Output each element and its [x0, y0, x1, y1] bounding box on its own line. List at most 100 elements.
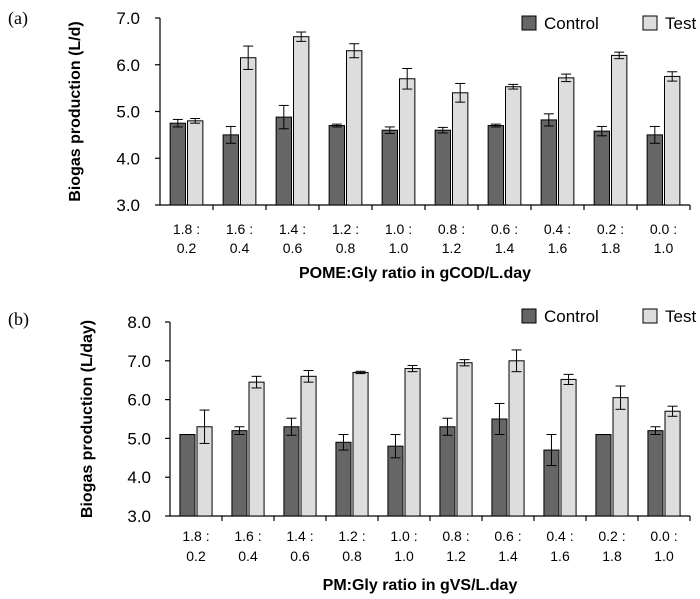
bar-test-8 [612, 397, 629, 517]
x-tick-label: 0.2 [186, 548, 206, 564]
x-tick-label: 0.4 [238, 548, 258, 564]
x-tick-label: 0.6 : [494, 528, 521, 544]
x-tick-label: 1.0 : [390, 528, 417, 544]
y-tick-label: 6.0 [116, 56, 140, 75]
bar-test-7 [560, 378, 577, 517]
x-tick-label: 1.6 [550, 548, 570, 564]
bar-control-9 [647, 430, 664, 517]
y-tick-label: 4.0 [127, 468, 151, 487]
x-tick-label: 0.6 : [491, 221, 518, 237]
y-tick-label: 5.0 [116, 103, 140, 122]
bar-test-5 [456, 362, 473, 517]
x-tick-label: 1.4 : [286, 528, 313, 544]
x-tick-label: 1.0 [654, 548, 674, 564]
y-axis-title: Biogas production (L/day) [79, 320, 96, 518]
bar-control-2 [275, 116, 293, 206]
x-tick-label: 1.2 : [338, 528, 365, 544]
legend-label-test: Test [665, 14, 696, 33]
x-tick-label: 1.4 [498, 548, 518, 564]
x-tick-label: 0.0 : [650, 221, 677, 237]
bar-test-2 [300, 375, 317, 517]
panel-label: (a) [8, 8, 28, 29]
x-tick-label: 1.6 : [234, 528, 261, 544]
x-tick-label: 1.0 [389, 240, 409, 256]
chart-panel-b: (b) 3.0 4.0 5.0 6.0 7.0 8.0 Biogas production (… [8, 307, 696, 594]
x-tick-label: 0.8 : [438, 221, 465, 237]
y-axis-title: Biogas production (L/d) [67, 21, 84, 201]
legend-swatch-control [521, 15, 537, 31]
bar-test-9 [664, 75, 681, 206]
x-tick-label: 1.6 [548, 240, 568, 256]
bar-control-1 [231, 430, 248, 517]
legend: Control Test [521, 14, 696, 33]
bar-test-9 [664, 410, 681, 517]
bar-control-9 [646, 134, 664, 206]
bar-test-1 [240, 57, 257, 206]
x-tick-label: 0.0 : [650, 528, 677, 544]
x-tick-label: 0.4 : [546, 528, 573, 544]
legend-label-control: Control [544, 14, 599, 33]
bar-control-5 [439, 426, 456, 517]
legend-label-control: Control [544, 307, 599, 326]
bar-control-2 [283, 426, 300, 517]
x-tick-label: 1.8 [601, 240, 621, 256]
bar-test-6 [505, 86, 522, 206]
legend-swatch-control [521, 308, 537, 324]
x-tick-label: 1.2 : [332, 221, 359, 237]
legend-label-test: Test [665, 307, 696, 326]
panel-label: (b) [8, 309, 29, 330]
x-tick-label: 0.8 : [442, 528, 469, 544]
y-tick-label: 7.0 [127, 352, 151, 371]
legend-swatch-test [642, 15, 658, 31]
y-tick-label: 3.0 [127, 507, 151, 526]
bar-test-0 [187, 120, 204, 206]
bar-test-4 [404, 368, 421, 517]
x-tick-label: 1.2 [446, 548, 466, 564]
bar-control-8 [595, 434, 612, 517]
bar-test-6 [508, 360, 525, 517]
x-tick-label: 0.2 : [598, 528, 625, 544]
bar-test-1 [248, 381, 265, 517]
x-tick-label: 0.4 [230, 240, 250, 256]
legend-swatch-test [642, 308, 658, 324]
bar-test-8 [611, 54, 628, 206]
bar-control-1 [222, 134, 240, 206]
x-tick-label: 1.8 : [182, 528, 209, 544]
x-tick-label: 1.2 [442, 240, 462, 256]
y-tick-label: 5.0 [127, 429, 151, 448]
y-tick-label: 3.0 [116, 196, 140, 215]
x-axis-title: POME:Gly ratio in gCOD/L.day [299, 265, 531, 282]
bar-control-3 [328, 125, 346, 206]
bar-control-0 [169, 122, 187, 206]
x-tick-label: 0.2 [177, 240, 197, 256]
x-tick-label: 1.6 : [226, 221, 253, 237]
x-tick-label: 0.2 : [597, 221, 624, 237]
bar-control-0 [179, 434, 196, 517]
x-tick-label: 0.6 [290, 548, 310, 564]
bar-control-7 [540, 119, 558, 206]
y-tick-label: 7.0 [116, 9, 140, 28]
y-tick-label: 4.0 [116, 149, 140, 168]
bar-control-3 [335, 441, 352, 517]
bar-test-5 [452, 92, 469, 206]
x-tick-label: 0.4 : [544, 221, 571, 237]
x-tick-label: 1.8 : [173, 221, 200, 237]
bar-control-4 [381, 129, 399, 206]
bar-test-7 [558, 77, 575, 206]
x-tick-label: 1.4 [495, 240, 515, 256]
bar-control-6 [487, 125, 505, 206]
x-tick-label: 1.0 [394, 548, 414, 564]
bar-control-8 [593, 130, 611, 206]
x-tick-label: 0.8 [342, 548, 362, 564]
x-tick-label: 0.6 [283, 240, 303, 256]
bar-test-3 [346, 50, 363, 206]
x-tick-label: 1.8 [602, 548, 622, 564]
x-tick-label: 0.8 [336, 240, 356, 256]
legend: Control Test [521, 307, 696, 326]
bar-test-2 [293, 36, 310, 206]
x-tick-label: 1.0 : [385, 221, 412, 237]
bar-test-3 [352, 371, 369, 517]
bar-test-4 [399, 78, 416, 206]
y-tick-label: 6.0 [127, 391, 151, 410]
